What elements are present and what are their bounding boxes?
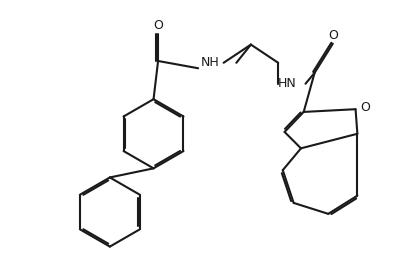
Text: NH: NH	[201, 56, 220, 69]
Text: O: O	[153, 19, 163, 32]
Text: O: O	[328, 29, 338, 42]
Text: O: O	[360, 101, 370, 114]
Text: HN: HN	[278, 77, 297, 90]
